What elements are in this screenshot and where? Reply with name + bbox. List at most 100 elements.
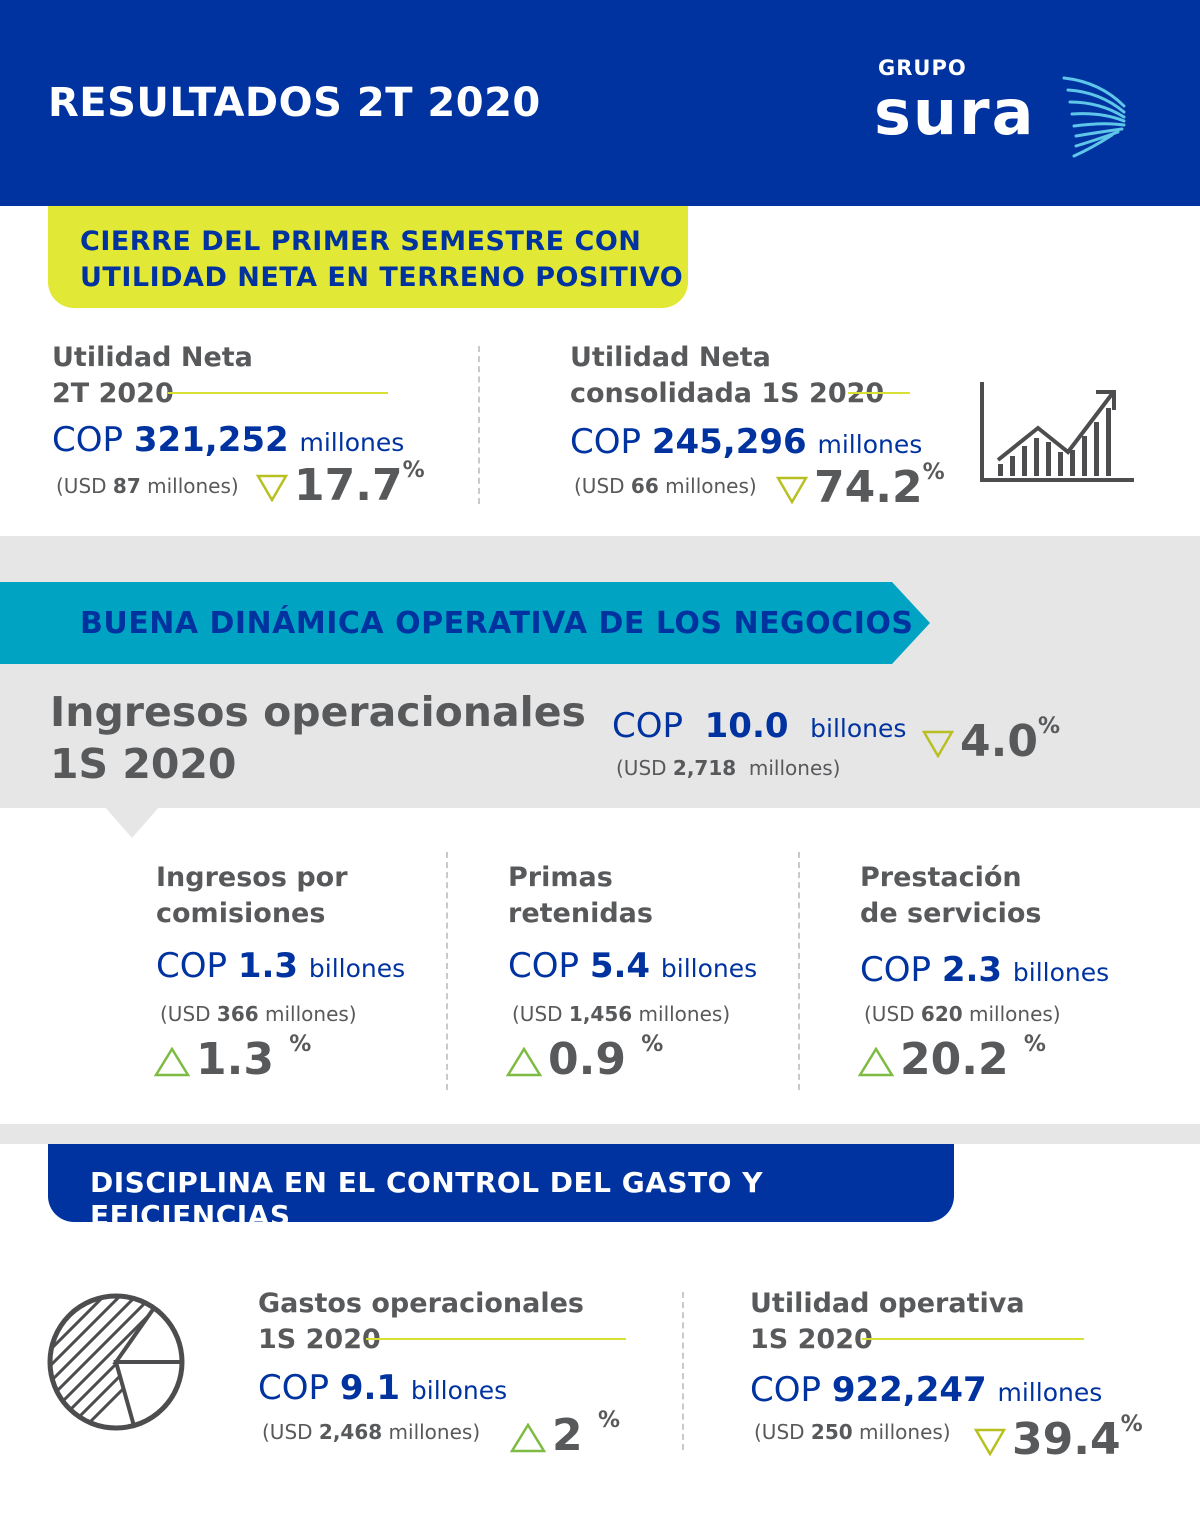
usd-prefix: (USD xyxy=(262,1420,313,1444)
unit: millones xyxy=(997,1378,1103,1407)
amount: 922,247 xyxy=(831,1370,987,1410)
currency: COP xyxy=(750,1370,822,1410)
label-line2: consolidada 1S 2020 xyxy=(570,378,885,409)
unit: billones xyxy=(810,714,907,743)
section1-banner: CIERRE DEL PRIMER SEMESTRE CON UTILIDAD … xyxy=(48,206,688,308)
label-line1: Utilidad Neta xyxy=(52,342,253,373)
usd-value: 620 xyxy=(920,1002,963,1026)
unit: billones xyxy=(308,954,406,983)
divider xyxy=(682,1292,684,1450)
divider xyxy=(798,852,800,1090)
usd-value: 250 xyxy=(810,1420,853,1444)
callout-pointer xyxy=(104,806,160,838)
divider xyxy=(478,346,480,504)
card-utilidad-2t-change: 17.7% xyxy=(256,458,425,511)
change-value: 0.9 xyxy=(548,1034,626,1085)
section1-banner-line2: UTILIDAD NETA EN TERRENO POSITIVO xyxy=(80,262,684,293)
card-gastos-value: COP 9.1 billones xyxy=(258,1368,507,1408)
underline xyxy=(862,1338,1084,1340)
underline xyxy=(168,392,388,394)
header-bar xyxy=(0,0,1200,206)
card-utilidad-1s-change: 74.2% xyxy=(776,460,945,513)
label-line2: 2T 2020 xyxy=(52,378,174,409)
usd-prefix: (USD xyxy=(574,474,625,498)
usd-suffix: millones) xyxy=(748,756,841,780)
currency: COP xyxy=(52,420,124,460)
item-servicios-change: 20.2 % xyxy=(858,1032,1046,1085)
label-line2: 1S 2020 xyxy=(258,1324,381,1355)
pct-symbol: % xyxy=(1037,714,1060,739)
item-comisiones-usd: (USD 366 millones) xyxy=(160,1002,357,1026)
item-primas-usd: (USD 1,456 millones) xyxy=(512,1002,730,1026)
ingresos-total-value: COP 10.0 billones xyxy=(612,706,906,746)
amount: 245,296 xyxy=(651,422,807,462)
change-value: 17.7 xyxy=(294,460,403,511)
item-primas-label: Primas retenidas xyxy=(508,860,653,932)
change-value: 2 xyxy=(552,1410,583,1461)
change-value: 39.4 xyxy=(1012,1414,1121,1465)
label-line1: Gastos operacionales xyxy=(258,1288,584,1319)
underline xyxy=(848,392,910,394)
item-comisiones-value: COP 1.3 billones xyxy=(156,946,405,986)
usd-prefix: (USD xyxy=(160,1002,211,1026)
section2-background xyxy=(0,536,1200,808)
item-servicios-label: Prestación de servicios xyxy=(860,860,1041,932)
pct-symbol: % xyxy=(1120,1412,1143,1437)
currency: COP xyxy=(156,946,228,986)
item-comisiones-change: 1.3 % xyxy=(154,1032,312,1085)
section3-separator xyxy=(0,1124,1200,1144)
pct-symbol: % xyxy=(289,1032,312,1057)
up-triangle-icon xyxy=(506,1047,542,1077)
up-triangle-icon xyxy=(858,1047,894,1077)
label-line1: Ingresos por xyxy=(156,862,348,893)
label-line1: Utilidad Neta xyxy=(570,342,771,373)
usd-value: 1,456 xyxy=(568,1002,633,1026)
underline xyxy=(366,1338,626,1340)
usd-prefix: (USD xyxy=(512,1002,563,1026)
currency: COP xyxy=(508,946,580,986)
logo-text-name: sura xyxy=(874,76,1036,149)
amount: 321,252 xyxy=(133,420,289,460)
unit: billones xyxy=(410,1376,508,1405)
pct-symbol: % xyxy=(402,458,425,483)
logo-wing-icon xyxy=(1062,76,1126,158)
usd-value: 366 xyxy=(216,1002,259,1026)
usd-suffix: millones) xyxy=(265,1002,357,1026)
label-line2: de servicios xyxy=(860,898,1042,929)
down-triangle-icon xyxy=(776,476,808,504)
card-utilidad-operativa-usd: (USD 250 millones) xyxy=(754,1420,951,1444)
label-line2: 1S 2020 xyxy=(750,1324,873,1355)
usd-suffix: millones) xyxy=(969,1002,1061,1026)
pct-symbol: % xyxy=(922,460,945,485)
page-title: RESULTADOS 2T 2020 xyxy=(48,80,541,126)
pct-symbol: % xyxy=(641,1032,664,1057)
card-gastos-change: 2 % xyxy=(510,1408,620,1461)
ingresos-total-usd: (USD 2,718 millones) xyxy=(616,756,840,780)
title-line1: Ingresos operacionales xyxy=(50,688,586,736)
usd-suffix: millones) xyxy=(147,474,239,498)
item-servicios-usd: (USD 620 millones) xyxy=(864,1002,1061,1026)
usd-suffix: millones) xyxy=(638,1002,731,1026)
card-utilidad-operativa-value: COP 922,247 millones xyxy=(750,1370,1102,1410)
currency: COP xyxy=(258,1368,330,1408)
logo-text-top: GRUPO xyxy=(878,56,967,80)
down-triangle-icon xyxy=(256,474,288,502)
label-line1: Primas xyxy=(508,862,613,893)
usd-prefix: (USD xyxy=(616,756,667,780)
change-value: 74.2 xyxy=(814,462,923,513)
usd-value: 66 xyxy=(630,474,659,498)
card-gastos-label: Gastos operacionales 1S 2020 xyxy=(258,1286,584,1358)
section3-banner: DISCIPLINA EN EL CONTROL DEL GASTO Y EFI… xyxy=(48,1144,954,1232)
usd-suffix: millones) xyxy=(665,474,757,498)
usd-value: 2,468 xyxy=(318,1420,383,1444)
item-primas-change: 0.9 % xyxy=(506,1032,664,1085)
change-value: 1.3 xyxy=(196,1034,274,1085)
bar-chart-growth-icon xyxy=(980,382,1134,482)
up-triangle-icon xyxy=(510,1423,546,1453)
down-triangle-icon xyxy=(974,1428,1006,1456)
label-line2: retenidas xyxy=(508,898,653,929)
change-value: 4.0 xyxy=(960,716,1038,767)
grupo-sura-logo: GRUPO sura xyxy=(870,56,1140,166)
pct-symbol: % xyxy=(597,1408,620,1433)
card-utilidad-operativa-change: 39.4% xyxy=(974,1412,1143,1465)
